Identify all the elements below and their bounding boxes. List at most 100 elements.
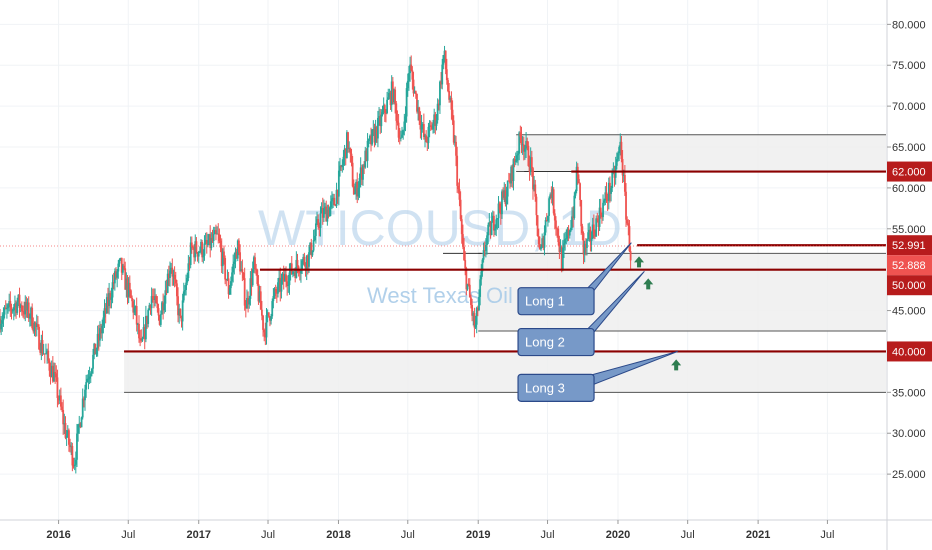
x-tick-label: Jul (261, 529, 275, 541)
candle-body (388, 93, 391, 98)
candle-body (332, 197, 335, 199)
candle-body (357, 187, 360, 197)
candle-body (305, 255, 308, 271)
candle-body (615, 159, 618, 166)
candle-body (22, 311, 24, 313)
candle-body (433, 114, 436, 124)
candle-body (82, 398, 85, 401)
candle-body (84, 389, 86, 401)
candle-body (466, 283, 469, 290)
candle-body (363, 165, 366, 168)
price-label: 40.000 (892, 346, 926, 358)
candle-body (590, 238, 593, 242)
candle-body (293, 271, 295, 273)
candle-body (258, 291, 261, 302)
candle-body (452, 120, 455, 143)
zone-rect (124, 351, 887, 393)
candle-body (144, 316, 147, 340)
candle-body (623, 174, 626, 192)
candle-body (135, 306, 138, 325)
candle-body (140, 338, 143, 341)
candle-body (479, 279, 482, 297)
candle-body (582, 233, 585, 255)
candle-body (453, 141, 456, 143)
candle-body (48, 360, 51, 371)
candle-body (619, 141, 622, 148)
candle-body (142, 327, 145, 339)
candle-body (302, 256, 305, 261)
candle-body (337, 170, 340, 197)
candle-body (417, 107, 420, 112)
candle-body (68, 430, 70, 445)
candle-body (213, 230, 216, 235)
candle-body (385, 112, 387, 114)
candle-body (250, 278, 253, 286)
candle-body (107, 297, 109, 307)
candle-body (542, 238, 545, 248)
candle-body (229, 281, 232, 289)
zone-rect (516, 134, 886, 172)
candle-body (109, 293, 112, 300)
candle-body (535, 196, 538, 216)
candle-body (156, 302, 159, 309)
candle-body (50, 365, 53, 378)
entry-arrow-icon (634, 256, 645, 268)
candle-body (294, 271, 297, 278)
candle-body (33, 322, 36, 332)
candle-body (193, 247, 196, 258)
candle-body (610, 187, 612, 194)
candle-body (505, 196, 508, 205)
candle-body (219, 240, 222, 248)
candle-body (70, 445, 73, 448)
candle-body (179, 308, 182, 316)
candle-body (113, 271, 116, 284)
candle-body (566, 228, 569, 239)
candle-body (30, 307, 32, 318)
candle-body (210, 238, 213, 248)
callout-box (517, 327, 595, 357)
candle-body (341, 164, 344, 168)
candle-body (120, 257, 123, 273)
candle-body (436, 103, 439, 121)
candle-body (171, 267, 174, 277)
candle-body (59, 395, 62, 407)
candle-body (536, 215, 539, 236)
candle-body (445, 69, 448, 81)
candle-body (264, 332, 267, 338)
candle-body (146, 316, 148, 324)
candle-body (390, 81, 393, 106)
candle-body (143, 327, 146, 340)
entry-arrow-icon (643, 278, 654, 290)
candle-body (288, 272, 291, 286)
candle-body (212, 234, 215, 242)
candle-body (265, 315, 268, 338)
y-tick-label: 45.000 (892, 306, 926, 318)
candle-body (486, 235, 488, 246)
candle-body (618, 147, 621, 154)
candle-body (537, 235, 540, 245)
candle-body (147, 309, 150, 324)
candle-body (252, 257, 255, 270)
candle-body (371, 129, 374, 145)
candle-body (153, 298, 155, 300)
candle-body (54, 371, 57, 374)
candle-body (494, 228, 496, 231)
candle-body (547, 215, 549, 221)
candle-body (141, 338, 144, 341)
candle-body (96, 333, 99, 349)
candle-body (628, 226, 631, 252)
candle-body (395, 103, 398, 121)
candle-body (410, 64, 413, 71)
candle-body (248, 298, 251, 305)
candle-body (543, 232, 546, 248)
candle-body (308, 252, 310, 267)
candle-body (115, 271, 117, 278)
candle-body (602, 202, 604, 218)
candle-body (262, 315, 264, 330)
candle-body (378, 116, 380, 118)
candle-body (533, 184, 536, 190)
y-tick-label: 35.000 (892, 387, 926, 399)
candle-body (178, 308, 181, 316)
